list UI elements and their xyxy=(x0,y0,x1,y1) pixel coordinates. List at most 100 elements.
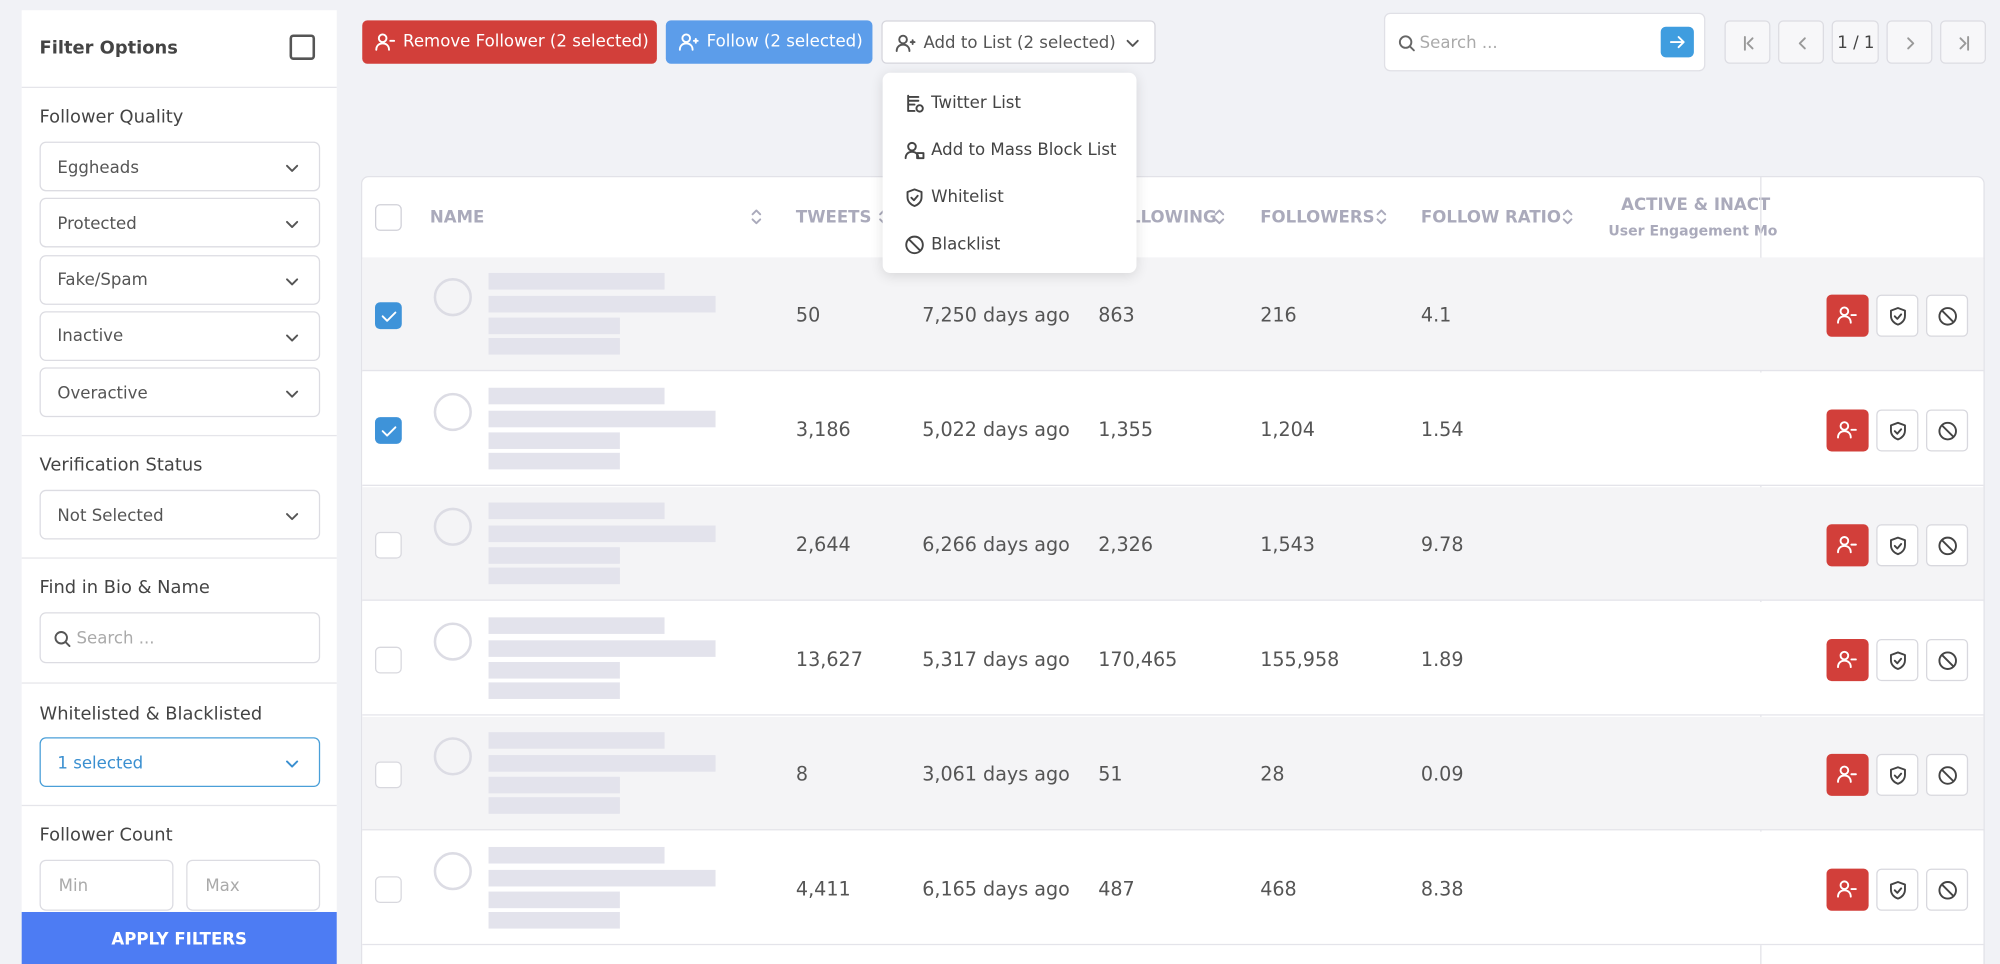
select[interactable]: Protected xyxy=(39,198,321,248)
column-header: FOLLOW RATIO xyxy=(1420,208,1561,228)
skeleton xyxy=(488,317,620,335)
avatar xyxy=(433,507,472,546)
icon xyxy=(1937,536,1957,556)
skeleton xyxy=(488,797,620,814)
skeleton xyxy=(488,732,665,749)
whitelist-row-button[interactable] xyxy=(1876,294,1919,337)
blacklist-row-button[interactable] xyxy=(1926,868,1969,911)
chevron xyxy=(282,215,302,235)
cell: 9.78 xyxy=(1420,533,1464,557)
placeholder: Search ... xyxy=(76,629,155,649)
row-checkbox[interactable] xyxy=(374,646,402,674)
blacklist-row-button[interactable] xyxy=(1926,524,1969,567)
select[interactable]: Overactive xyxy=(39,367,321,418)
remove-row-button[interactable] xyxy=(1826,524,1869,567)
page-icon xyxy=(1901,33,1921,53)
page-button[interactable] xyxy=(1724,20,1771,64)
avatar xyxy=(433,852,472,891)
skeleton xyxy=(488,387,665,405)
search-go[interactable] xyxy=(1660,26,1694,58)
dropdown-item[interactable]: Twitter List xyxy=(883,85,1137,121)
apply-button[interactable]: APPLY FILTERS xyxy=(21,911,337,964)
blacklist-row-button[interactable] xyxy=(1926,409,1969,452)
dropdown-item[interactable]: Whitelist xyxy=(883,180,1137,216)
icon xyxy=(1888,765,1908,785)
skeleton xyxy=(488,410,716,428)
skeleton xyxy=(488,502,665,520)
avatar xyxy=(433,622,472,661)
page-button[interactable] xyxy=(1940,20,1986,64)
dropdown-item[interactable]: Blacklist xyxy=(883,227,1137,263)
arrow xyxy=(1667,32,1687,52)
remove-row-button[interactable] xyxy=(1826,868,1869,911)
apply-label: APPLY FILTERS xyxy=(111,930,248,950)
page-button[interactable]: 1 / 1 xyxy=(1831,20,1879,64)
icon xyxy=(1888,306,1908,326)
blacklist-row-button[interactable] xyxy=(1926,639,1969,682)
blacklist-row-button[interactable] xyxy=(1926,753,1969,796)
row-checkbox[interactable] xyxy=(374,531,402,559)
chevron xyxy=(282,754,302,774)
blacklist-row-button[interactable] xyxy=(1926,294,1969,337)
cell: 216 xyxy=(1260,303,1297,327)
remove-row-button[interactable] xyxy=(1826,753,1869,796)
remove-button[interactable]: Remove Follower (2 selected) xyxy=(362,20,657,64)
row-checkbox[interactable] xyxy=(374,761,402,789)
select[interactable]: Not Selected xyxy=(39,489,321,540)
select[interactable]: 1 selected xyxy=(39,737,321,787)
icon xyxy=(1937,880,1957,900)
cell: 4,411 xyxy=(795,877,851,901)
skeleton xyxy=(488,525,716,543)
whitelist-row-button[interactable] xyxy=(1876,639,1919,682)
cell: 6,266 days ago xyxy=(922,533,1070,557)
column-header: ACTIVE & INACT xyxy=(1621,195,1771,215)
icon xyxy=(1888,536,1908,556)
icon xyxy=(1837,420,1857,440)
item-icon xyxy=(904,140,925,160)
cell: 1.89 xyxy=(1420,647,1464,671)
whitelist-row-button[interactable] xyxy=(1876,409,1919,452)
icon xyxy=(1937,421,1957,441)
follow-button[interactable]: Follow (2 selected) xyxy=(665,20,873,64)
select-label: Protected xyxy=(57,214,137,234)
row-checkbox[interactable] xyxy=(374,876,402,904)
search-box[interactable]: Search ... xyxy=(1383,12,1706,72)
whitelist-row-button[interactable] xyxy=(1876,753,1919,796)
cell: 0.09 xyxy=(1420,762,1464,786)
whitelist-row-button[interactable] xyxy=(1876,524,1919,567)
button-label: Add to List (2 selected) xyxy=(923,33,1116,53)
collapse-button[interactable] xyxy=(289,34,316,60)
cell: 13,627 xyxy=(795,647,863,671)
remove-row-button[interactable] xyxy=(1826,294,1869,337)
cell: 4.1 xyxy=(1420,303,1452,327)
skeleton xyxy=(488,891,620,909)
column-header: FOLLOWERS xyxy=(1260,208,1375,228)
cell: 7,250 days ago xyxy=(922,303,1070,327)
page-button[interactable] xyxy=(1886,20,1933,64)
row-checkbox[interactable] xyxy=(374,302,402,330)
select[interactable]: Fake/Spam xyxy=(39,254,321,305)
icon xyxy=(1888,651,1908,671)
whitelist-row-button[interactable] xyxy=(1876,868,1919,911)
max-input[interactable]: Max xyxy=(186,859,321,911)
select[interactable]: Eggheads xyxy=(39,141,321,192)
placeholder: Max xyxy=(205,876,240,897)
search-input[interactable]: Search ... xyxy=(39,612,321,664)
min-input[interactable]: Min xyxy=(39,859,174,911)
select[interactable]: Inactive xyxy=(39,311,321,361)
add-to-list-button[interactable]: Add to List (2 selected) xyxy=(881,20,1156,64)
icon xyxy=(1837,879,1857,899)
remove-row-button[interactable] xyxy=(1826,639,1869,682)
column-header: TWEETS xyxy=(795,208,872,228)
page-button[interactable] xyxy=(1778,20,1824,64)
page-icon xyxy=(1954,33,1974,53)
chevron xyxy=(282,328,302,348)
dropdown-item[interactable]: Add to Mass Block List xyxy=(883,133,1137,169)
skeleton xyxy=(488,755,716,772)
chevron xyxy=(282,271,302,291)
row-checkbox[interactable] xyxy=(374,417,402,444)
remove-row-button[interactable] xyxy=(1826,409,1869,452)
column-header: NAME xyxy=(429,208,485,228)
header-checkbox[interactable] xyxy=(374,204,402,231)
